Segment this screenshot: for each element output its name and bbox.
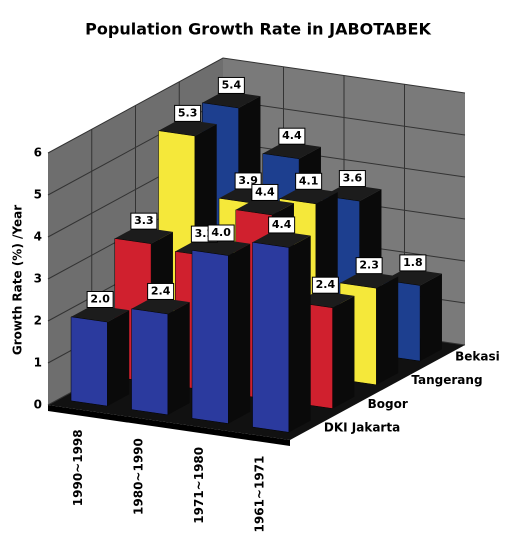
bar-top (296, 290, 355, 308)
bar-side (420, 273, 442, 362)
value-label-box (130, 212, 158, 230)
value-label: 5.3 (178, 106, 198, 119)
y-tick-label: 3 (34, 272, 42, 286)
legend-label: Bogor (368, 397, 408, 411)
x-tick-label: 1961~1971 (252, 456, 266, 533)
floor-edge (48, 405, 290, 446)
bar (131, 308, 169, 416)
bar-top (158, 118, 217, 136)
bar-top (340, 271, 399, 289)
value-label-box (251, 183, 279, 201)
bar-top (279, 186, 338, 204)
value-label-box (278, 127, 306, 145)
bar-side (228, 243, 251, 424)
y-tick-label: 2 (34, 314, 42, 328)
bar-top (192, 238, 251, 256)
bar (252, 241, 290, 433)
bar-top (262, 141, 321, 159)
value-label-box (268, 216, 296, 234)
value-label-box (207, 224, 235, 242)
value-label-box (355, 257, 383, 275)
value-label-box (86, 291, 114, 308)
y-tick-label: 0 (34, 398, 42, 412)
value-label: 2.4 (151, 284, 171, 297)
bar-top (252, 230, 311, 248)
y-tick-label: 1 (34, 356, 42, 370)
bar-side (167, 302, 190, 415)
y-tick-label: 6 (34, 146, 42, 160)
bar-side (376, 276, 399, 385)
value-label: 3.9 (238, 174, 258, 187)
x-tick-label: 1990~1998 (71, 429, 85, 506)
value-label-box (311, 276, 339, 294)
value-label-box (174, 104, 202, 122)
value-label: 4.4 (272, 218, 292, 231)
value-label: 3.3 (134, 214, 154, 227)
bar-side (107, 310, 130, 407)
legend-label: DKI Jakarta (324, 421, 400, 435)
bar-side (332, 295, 355, 409)
value-label-box (295, 172, 323, 190)
bar (191, 250, 229, 424)
value-label-box (147, 282, 175, 300)
y-tick-label: 4 (34, 230, 42, 244)
value-label: 4.4 (282, 129, 302, 142)
value-label-box (217, 76, 245, 94)
x-tick-label: 1980~1990 (131, 438, 145, 515)
bar-top (323, 183, 382, 202)
legend-label: Tangerang (411, 373, 482, 387)
value-label-box (338, 170, 366, 188)
bar-top (235, 197, 294, 216)
bar (70, 316, 108, 407)
value-label: 2.3 (359, 259, 379, 272)
value-label: 3.6 (343, 172, 363, 185)
value-label-box (399, 254, 427, 272)
bar-top (71, 304, 130, 323)
value-label: 5.4 (222, 78, 242, 91)
value-label: 2.0 (90, 293, 110, 306)
bar-side (288, 235, 311, 433)
grid-line (47, 57, 466, 154)
bar-top (114, 226, 173, 244)
value-label: 2.4 (316, 278, 336, 291)
bar-top (131, 296, 190, 315)
bar-top (202, 90, 261, 109)
value-label: 1.8 (403, 256, 423, 269)
y-tick-label: 5 (34, 188, 42, 202)
value-label: 4.4 (255, 185, 275, 198)
bar-top (383, 268, 442, 286)
chart-title: Population Growth Rate in JABOTABEK (85, 20, 431, 39)
value-label: 4.0 (211, 226, 231, 239)
x-tick-label: 1971~1980 (192, 447, 206, 524)
y-axis-label: Growth Rate (%) /Year (11, 205, 25, 355)
legend-label: Bekasi (455, 349, 500, 363)
value-label: 4.1 (299, 174, 319, 187)
